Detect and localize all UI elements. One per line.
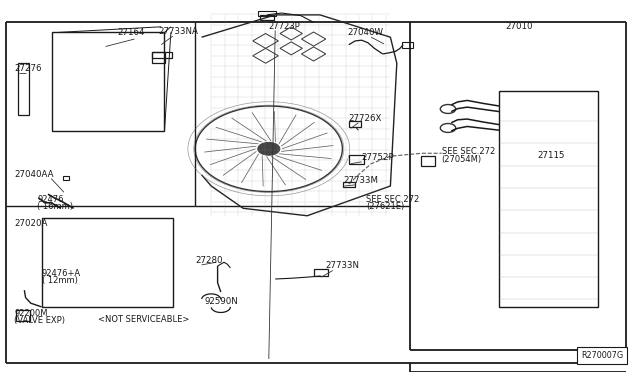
Text: 27020A: 27020A	[14, 219, 47, 228]
Bar	[16, 310, 30, 321]
Text: 27280: 27280	[195, 256, 223, 265]
Text: 27010: 27010	[506, 22, 533, 31]
Text: (27054M): (27054M)	[442, 155, 482, 164]
Bar	[52, 32, 164, 131]
Text: ( 12mm): ( 12mm)	[42, 276, 77, 285]
Text: 92200M: 92200M	[14, 310, 47, 318]
Bar	[402, 42, 413, 48]
Bar	[314, 269, 328, 276]
Text: <NOT SERVICEABLE>: <NOT SERVICEABLE>	[98, 315, 189, 324]
Text: 27276: 27276	[14, 64, 42, 73]
Bar	[152, 52, 172, 58]
Text: 92476: 92476	[37, 195, 63, 204]
Text: 27115: 27115	[538, 151, 565, 160]
Text: 27040AA: 27040AA	[14, 170, 54, 179]
Bar	[260, 15, 274, 20]
Text: 27733N: 27733N	[325, 262, 359, 270]
Text: 27164: 27164	[117, 28, 145, 37]
Text: SEE SEC.272: SEE SEC.272	[442, 147, 495, 156]
Bar	[18, 63, 29, 115]
Text: R270007G: R270007G	[581, 351, 623, 360]
Text: 27726X: 27726X	[349, 114, 382, 123]
Text: (VALVE EXP): (VALVE EXP)	[14, 316, 65, 325]
Text: 92476+A: 92476+A	[42, 269, 81, 278]
Bar	[343, 182, 355, 187]
Bar	[152, 52, 165, 63]
Bar	[63, 176, 69, 180]
Text: ( 16mm): ( 16mm)	[37, 202, 73, 211]
Text: 27723P: 27723P	[269, 22, 301, 31]
Bar	[349, 155, 364, 164]
Bar	[499, 91, 598, 307]
Text: 92590N: 92590N	[205, 297, 239, 306]
Text: (27621E): (27621E)	[366, 202, 404, 211]
Text: 27733M: 27733M	[344, 176, 379, 185]
Circle shape	[258, 142, 280, 155]
Bar	[349, 121, 361, 127]
Text: 27752P: 27752P	[362, 153, 394, 162]
Text: 27733NA: 27733NA	[158, 27, 198, 36]
Bar	[258, 11, 276, 16]
Bar	[421, 156, 435, 166]
Text: 27040W: 27040W	[348, 28, 383, 37]
Bar	[42, 218, 173, 307]
Text: SEE SEC.272: SEE SEC.272	[366, 195, 419, 204]
